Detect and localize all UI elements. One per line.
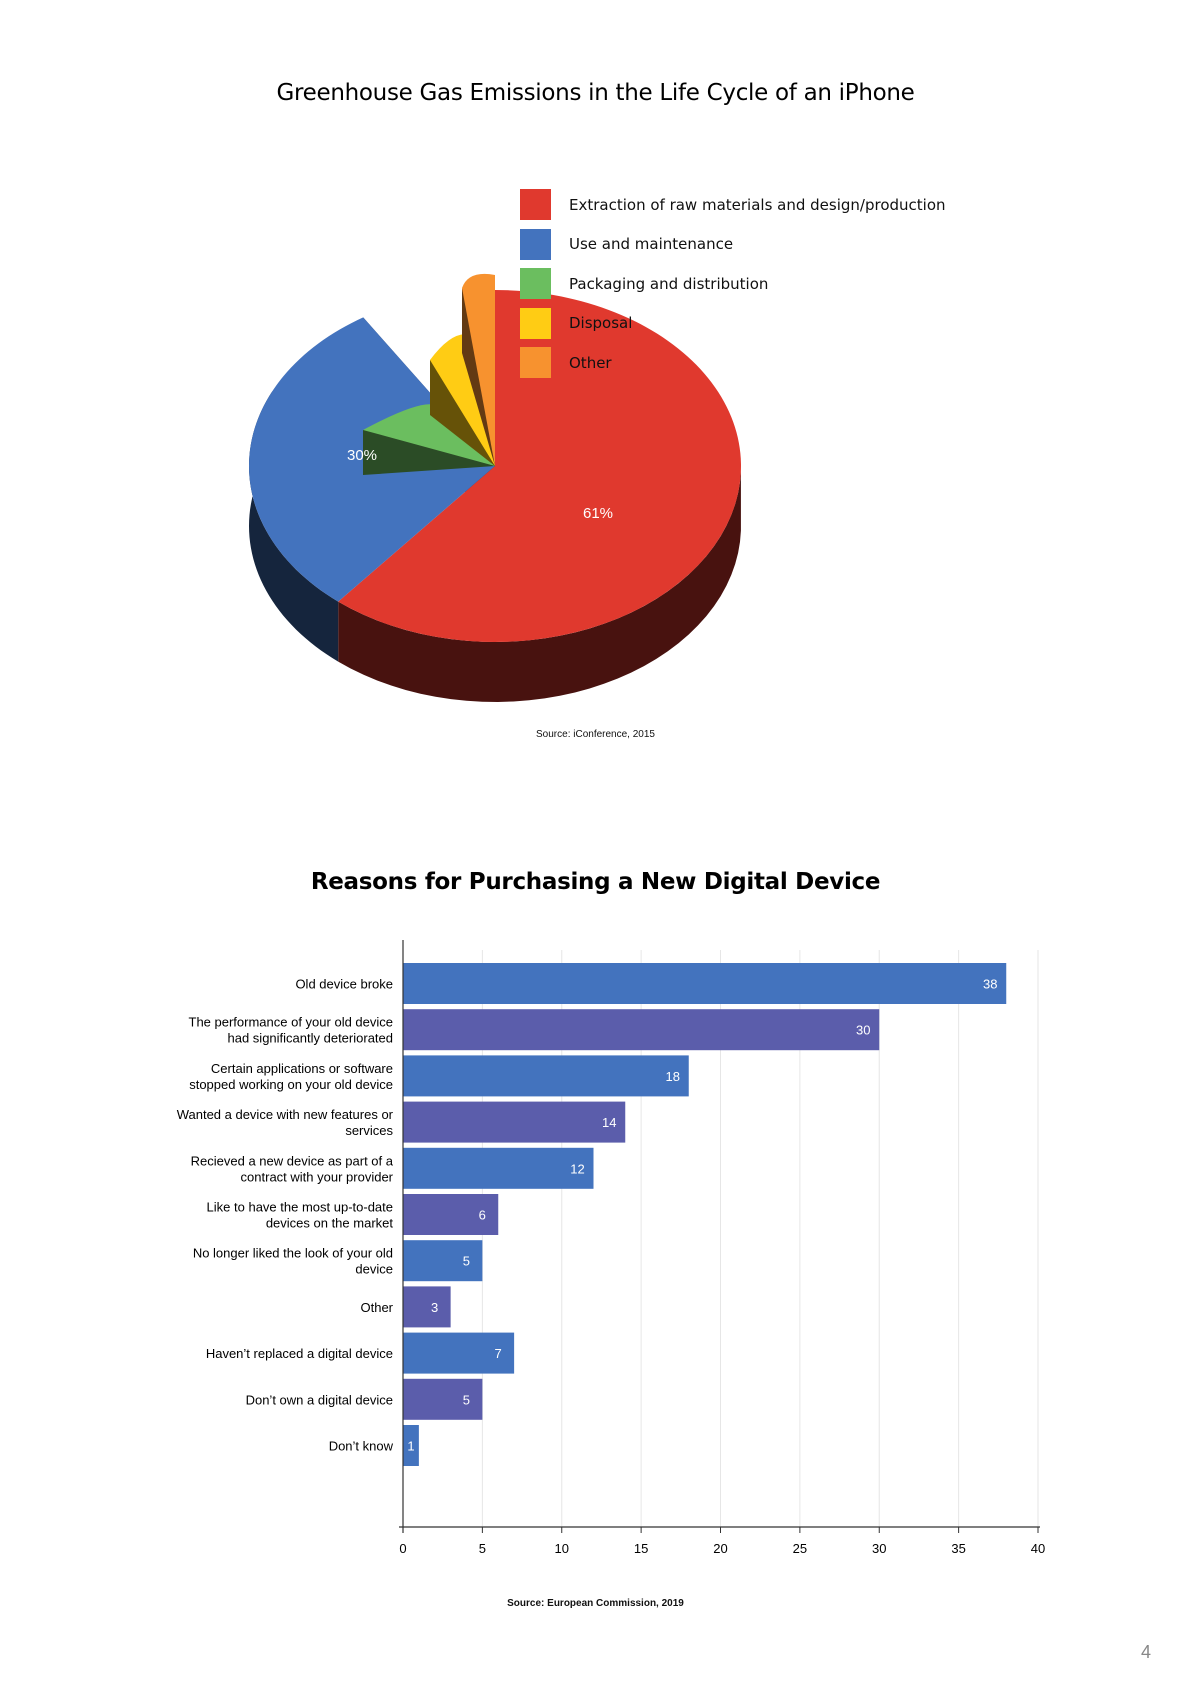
y-tick-label: devices on the market	[266, 1216, 394, 1231]
bar-chart-title: Reasons for Purchasing a New Digital Dev…	[310, 869, 881, 895]
x-tick-label: 30	[872, 1541, 886, 1555]
y-tick-label: services	[345, 1123, 393, 1138]
legend-swatch-disposal	[520, 307, 551, 339]
legend-label-disposal: Disposal	[569, 314, 633, 333]
bar	[403, 1055, 689, 1097]
y-tick-label: device	[355, 1262, 393, 1277]
pie-side-1	[249, 391, 339, 662]
bar	[403, 963, 1007, 1004]
legend-label-packaging: Packaging and distribution	[569, 274, 769, 293]
bar-value-label: 12	[570, 1161, 584, 1176]
pie-slice-4	[462, 273, 495, 466]
legend-item-extraction: Extraction of raw materials and design/p…	[520, 185, 946, 225]
legend-item-packaging: Packaging and distribution	[520, 264, 946, 304]
legend-swatch-use	[520, 228, 551, 260]
legend-swatch-extraction	[520, 189, 551, 221]
bar	[403, 1240, 483, 1282]
y-tick-label: Like to have the most up-to-date	[207, 1200, 393, 1215]
bar	[403, 1332, 515, 1374]
legend-label-extraction: Extraction of raw materials and design/p…	[569, 195, 946, 214]
legend-swatch-packaging	[520, 268, 551, 300]
y-tick-label: Don’t own a digital device	[246, 1392, 393, 1407]
pie-data-label: 61%	[583, 505, 613, 522]
legend-item-disposal: Disposal	[520, 304, 946, 344]
x-tick-label: 25	[793, 1541, 807, 1555]
pie-data-label: 5%	[421, 325, 443, 342]
bar-value-label: 1	[407, 1439, 414, 1454]
bar-value-label: 18	[666, 1069, 680, 1084]
x-tick-label: 20	[713, 1541, 727, 1555]
bar	[403, 1009, 880, 1051]
x-tick-label: 35	[951, 1541, 965, 1555]
bar-value-label: 14	[602, 1115, 616, 1130]
x-tick-label: 15	[634, 1541, 648, 1555]
y-tick-label: stopped working on your old device	[189, 1077, 393, 1092]
bar-value-label: 6	[479, 1208, 486, 1223]
bar-value-label: 38	[983, 977, 997, 992]
pie-chart-title: Greenhouse Gas Emissions in the Life Cyc…	[276, 80, 915, 106]
legend-item-use: Use and maintenance	[520, 225, 946, 265]
pie-chart: 61% 30% 5% 2% 2%	[249, 202, 741, 702]
bar-chart-source: Source: European Commission, 2019	[507, 1598, 684, 1609]
bar-value-label: 3	[431, 1300, 438, 1315]
pie-legend: Extraction of raw materials and design/p…	[520, 185, 946, 383]
y-tick-label: Haven’t replaced a digital device	[206, 1346, 393, 1361]
bar-value-label: 5	[463, 1392, 470, 1407]
x-tick-label: 5	[479, 1541, 486, 1555]
legend-item-other: Other	[520, 343, 946, 383]
y-tick-label: No longer liked the look of your old	[193, 1246, 393, 1261]
y-tick-label: Certain applications or software	[211, 1061, 393, 1076]
bar	[403, 1194, 499, 1235]
bar-value-label: 5	[463, 1254, 470, 1269]
pie-data-label: 30%	[347, 447, 377, 464]
y-tick-label: The performance of your old device	[189, 1015, 394, 1030]
legend-swatch-other	[520, 347, 551, 379]
bar	[403, 1378, 483, 1420]
y-tick-label: had significantly deteriorated	[228, 1031, 394, 1046]
pie-slice-0	[338, 290, 741, 642]
y-tick-label: Old device broke	[295, 977, 393, 992]
pie-slice-3	[430, 334, 495, 466]
bar	[403, 1286, 451, 1328]
legend-label-other: Other	[569, 353, 612, 372]
bar	[403, 1101, 626, 1143]
x-tick-label: 40	[1031, 1541, 1045, 1555]
y-tick-label: Other	[360, 1300, 393, 1315]
pie-data-label: 2%	[444, 260, 466, 277]
bar	[403, 1425, 419, 1466]
y-tick-label: contract with your provider	[241, 1169, 394, 1184]
bar-value-label: 30	[856, 1023, 870, 1038]
pie-data-label: 2%	[469, 202, 491, 219]
bar-value-label: 7	[495, 1346, 502, 1361]
page-number: 4	[1141, 1642, 1152, 1662]
bar	[403, 1147, 594, 1189]
y-tick-label: Wanted a device with new features or	[177, 1107, 394, 1122]
pie-chart-source: Source: iConference, 2015	[536, 729, 655, 740]
x-tick-label: 10	[555, 1541, 569, 1555]
x-tick-label: 0	[399, 1541, 406, 1555]
legend-label-use: Use and maintenance	[569, 235, 734, 254]
y-tick-label: Don’t know	[329, 1439, 394, 1454]
pie-side-0	[338, 470, 741, 702]
y-tick-label: Recieved a new device as part of a	[191, 1153, 394, 1168]
